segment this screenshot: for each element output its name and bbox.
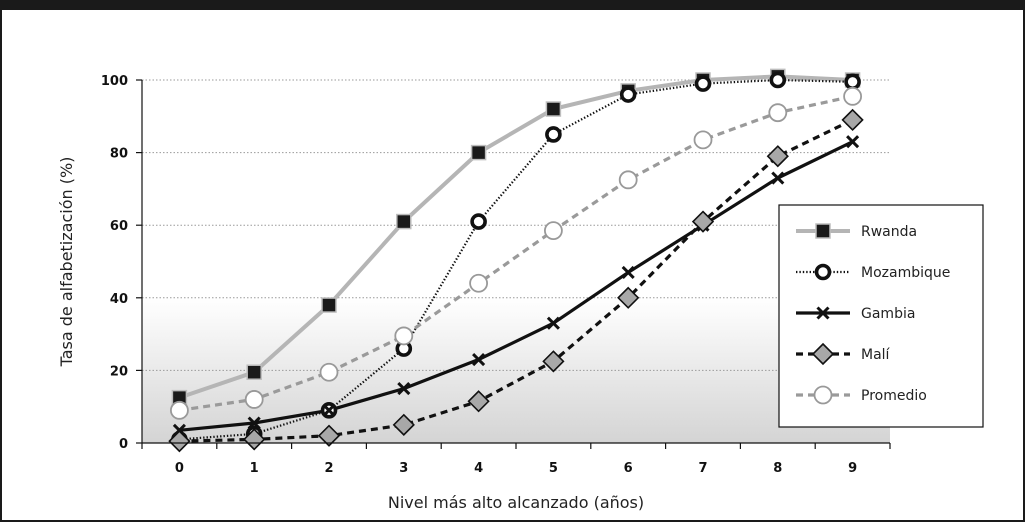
point-gambia-8 xyxy=(771,171,785,185)
x-tick-label: 1 xyxy=(250,461,259,476)
legend-marker-promedio xyxy=(813,385,833,405)
point-promedio-8 xyxy=(768,103,788,123)
point-mal--4 xyxy=(467,390,490,413)
series-line-gambia xyxy=(179,140,854,432)
series-line-promedio xyxy=(179,94,853,412)
point-rwanda-2 xyxy=(321,297,337,313)
point-mozambique-5 xyxy=(545,126,562,143)
point-mozambique-8 xyxy=(769,71,787,89)
point-mozambique-4 xyxy=(470,213,487,230)
x-tick-label: 5 xyxy=(549,461,558,476)
legend-marker-mozambique xyxy=(814,263,832,281)
point-gambia-4 xyxy=(472,352,486,367)
x-tick-label: 6 xyxy=(624,461,633,476)
legend-label-gambia: Gambia xyxy=(861,306,915,322)
legend-marker-gambia xyxy=(816,306,830,320)
x-tick-label: 4 xyxy=(474,461,483,476)
point-mozambique-6 xyxy=(619,86,637,103)
point-gambia-5 xyxy=(546,316,560,330)
point-promedio-7 xyxy=(693,130,713,150)
point-rwanda-3 xyxy=(396,213,412,230)
point-gambia-1 xyxy=(247,416,261,430)
y-tick-label: 80 xyxy=(110,147,128,162)
x-tick-label: 3 xyxy=(399,461,408,476)
point-mal--8 xyxy=(766,145,789,168)
point-mal--9 xyxy=(841,108,864,132)
point-promedio-3 xyxy=(394,326,414,346)
legend-box xyxy=(778,204,984,428)
point-mal--2 xyxy=(317,424,341,447)
point-mozambique-9 xyxy=(844,73,861,91)
point-rwanda-1 xyxy=(246,364,262,380)
point-promedio-9 xyxy=(843,86,862,106)
legend-label-promedio: Promedio xyxy=(861,388,927,404)
series-line-rwanda xyxy=(178,74,853,400)
point-promedio-5 xyxy=(544,221,563,241)
point-mal--1 xyxy=(243,428,266,451)
literacy-line-chart: 0 20 40 60 80 100 0 1 2 3 4 5 6 7 8 9 Nivel más alto alc… xyxy=(57,68,984,512)
point-gambia-6 xyxy=(621,265,635,279)
x-tick-label: 7 xyxy=(698,461,707,476)
x-tick-label: 9 xyxy=(848,461,857,476)
point-gambia-3 xyxy=(397,381,411,396)
legend-marker-mal- xyxy=(811,342,835,366)
point-gambia-9 xyxy=(846,135,860,149)
y-tick-label: 60 xyxy=(110,219,128,234)
legend-label-rwanda: Rwanda xyxy=(861,224,917,240)
series-line-mal- xyxy=(179,118,854,443)
point-mal--7 xyxy=(691,210,715,233)
x-tick-label: 2 xyxy=(324,461,333,476)
legend-label-mal-: Malí xyxy=(861,347,891,363)
point-rwanda-4 xyxy=(470,144,487,161)
point-gambia-2 xyxy=(322,403,336,417)
y-tick-label: 40 xyxy=(110,292,128,307)
point-mal--3 xyxy=(392,413,415,436)
point-mozambique-7 xyxy=(694,75,712,92)
point-mal--6 xyxy=(617,286,640,309)
legend-label-mozambique: Mozambique xyxy=(861,265,950,281)
legend-marker-rwanda xyxy=(815,223,831,239)
point-promedio-2 xyxy=(319,362,339,382)
x-tick-label: 0 xyxy=(175,461,184,476)
point-mal--5 xyxy=(542,350,565,373)
point-promedio-4 xyxy=(469,273,489,293)
point-promedio-1 xyxy=(244,390,264,409)
point-mal--0 xyxy=(168,430,191,453)
x-tick-label: 8 xyxy=(773,461,782,476)
y-tick-label: 20 xyxy=(110,364,128,379)
x-axis-title: Nivel más alto alcanzado (años) xyxy=(388,493,644,512)
y-axis-title: Tasa de alfabetización (%) xyxy=(57,157,76,368)
point-rwanda-5 xyxy=(545,101,562,117)
y-tick-label: 0 xyxy=(119,437,128,452)
point-promedio-0 xyxy=(169,400,189,420)
point-promedio-6 xyxy=(618,170,638,190)
y-tick-label: 100 xyxy=(101,74,128,89)
